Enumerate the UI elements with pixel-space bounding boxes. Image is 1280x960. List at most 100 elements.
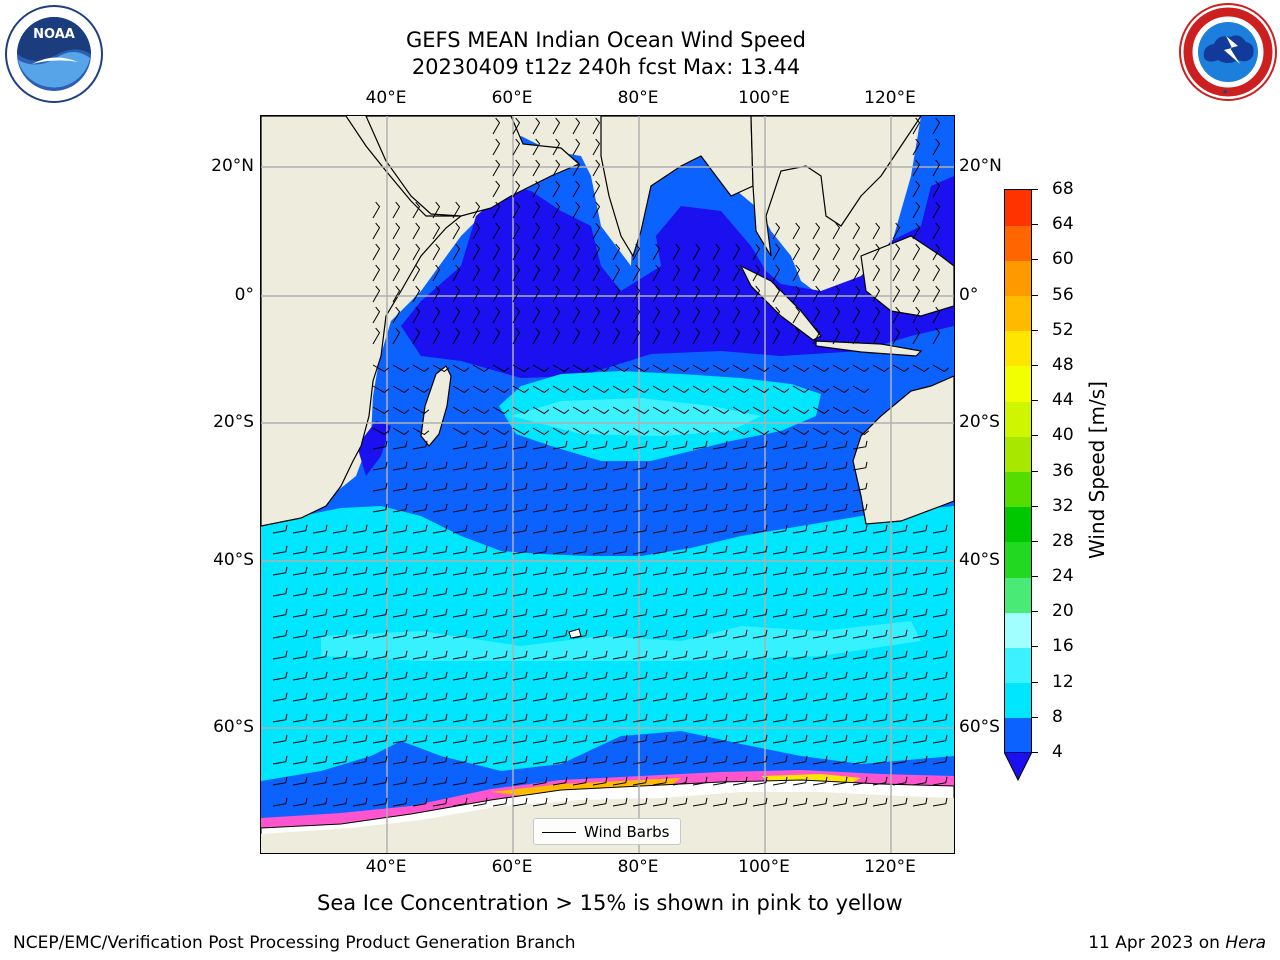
wind-barb [752,650,768,660]
wind-barb [652,461,668,471]
wind-barb [912,734,928,744]
wind-barb [652,587,668,597]
wind-barb [372,440,388,450]
colorbar-tick-mark [1032,752,1038,753]
wind-barb [292,755,308,765]
wind-barb [432,755,448,765]
wind-barb [792,692,808,702]
wind-barb [732,385,750,394]
lat-tick-label-left: 60°S [213,717,254,737]
wind-barb [472,608,488,618]
wind-barb [512,243,521,261]
wind-barb [532,385,550,394]
wind-barb [732,755,748,765]
wind-barb [412,734,428,744]
wind-barb [452,306,461,324]
wind-barb [272,797,288,807]
wind-barb [492,587,508,597]
wind-barb [552,587,568,597]
wind-barb [852,566,868,576]
wind-barb [572,461,588,471]
wind-barb [512,201,521,219]
wind-barb [372,755,388,765]
lat-tick-label-left: 40°S [213,550,254,570]
wind-barb [432,461,448,471]
wind-barb [452,461,468,471]
wind-barb [492,406,510,415]
wind-barb [552,201,561,219]
wind-barb [912,671,928,681]
wind-barb [832,734,848,744]
wind-barb [712,797,728,807]
wind-barb [732,440,748,450]
wind-barb [472,243,481,261]
wind-barb [332,587,348,597]
wind-barb [652,524,668,534]
wind-barb [392,243,401,261]
wind-barb [932,566,948,576]
wind-barb [572,138,581,156]
wind-barb [812,503,828,513]
wind-barb [572,797,588,807]
wind-barb [632,503,648,513]
colorbar-under-triangle [1004,752,1032,782]
wind-barb [432,243,441,261]
wind-barb [472,503,488,513]
wind-barb [492,461,508,471]
wind-barb [712,364,730,373]
wind-barb [352,713,368,723]
wind-barb [652,482,668,492]
wind-barb [532,629,548,639]
wind-barb [572,776,588,786]
svg-text:NOAA: NOAA [33,27,75,42]
wind-barb [932,364,950,373]
wind-barb [392,327,401,345]
wind-barb [572,264,581,282]
wind-barb [792,776,808,786]
wind-barb [512,327,521,345]
wind-barb [512,503,528,513]
wind-barb [772,482,788,492]
wind-barb [552,608,568,618]
wind-barb [792,385,810,394]
wind-barb [652,566,668,576]
wind-barb [852,776,868,786]
wind-barb [612,608,628,618]
chart-subtitle: 20230409 t12z 240h fcst Max: 13.44 [411,55,801,79]
wind-barb [652,629,668,639]
wind-barb [432,797,448,807]
wind-barb [912,117,921,135]
wind-barb [272,755,288,765]
wind-barb [692,692,708,702]
wind-barb [492,713,508,723]
wind-barb [692,364,710,373]
wind-barb [692,650,708,660]
colorbar-segment [1005,401,1031,437]
wind-barb [432,545,448,555]
wind-barb [312,545,328,555]
wind-barb [592,440,608,450]
wind-barb [412,524,428,534]
wind-barb [292,587,308,597]
wind-barb [912,713,928,723]
lat-tick-label-left: 20°N [211,156,254,176]
wind-barb [592,797,608,807]
wind-barb [412,713,428,723]
colorbar-tick-label: 32 [1052,495,1074,516]
chart-title: GEFS MEAN Indian Ocean Wind Speed [405,28,807,52]
wind-barb [892,692,908,702]
wind-barb [752,797,768,807]
wind-barb [452,503,468,513]
wind-barb [392,482,408,492]
wind-barb [432,713,448,723]
wind-barb [472,797,488,807]
wind-barb [492,385,510,394]
wind-barb [552,117,561,135]
wind-barb [432,629,448,639]
wind-barb [612,671,628,681]
wind-barb [412,503,428,513]
wind-barb [832,327,841,345]
wind-barb [832,406,850,415]
colorbar-segment [1005,225,1031,261]
wind-barb [452,734,468,744]
